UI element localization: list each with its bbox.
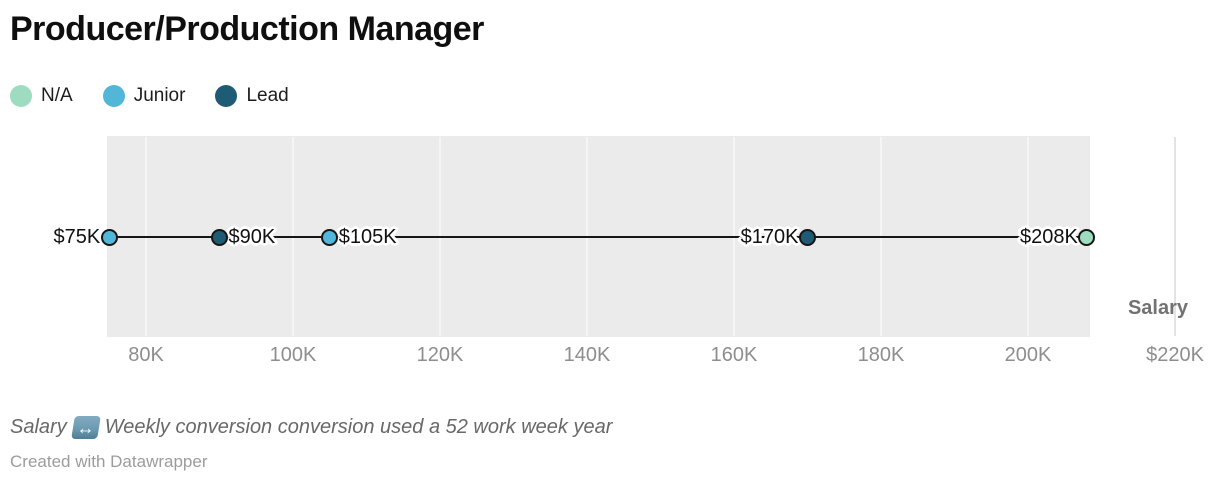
x-axis-title: Salary: [1127, 297, 1188, 319]
legend-item-lead: Lead: [215, 85, 289, 107]
range-connector-line: [109, 236, 1087, 238]
legend: N/A Junior Lead: [10, 85, 289, 107]
footer-note-suffix: Weekly conversion conversion used a 52 w…: [104, 416, 613, 438]
x-tick-label: $220K: [1146, 344, 1204, 366]
legend-label: Lead: [246, 85, 289, 106]
x-tick-label: 120K: [416, 344, 464, 366]
data-point-dot-junior: [100, 228, 118, 246]
x-tick-label: 100K: [269, 344, 317, 366]
data-point-label: $75K: [53, 226, 101, 248]
legend-item-n-a: N/A: [10, 85, 73, 107]
legend-swatch-icon: [10, 85, 32, 107]
legend-swatch-icon: [102, 85, 125, 107]
x-tick-label: 80K: [128, 344, 164, 366]
x-tick-label: 180K: [857, 344, 905, 366]
x-axis: 80K 100K 120K 140K 160K 180K 200K $220K: [0, 344, 1220, 370]
legend-swatch-icon: [215, 85, 238, 107]
data-point-dot-junior: [321, 228, 339, 246]
data-point-dot-lead: [799, 228, 816, 246]
datawrapper-credit[interactable]: Created with Datawrapper: [10, 452, 208, 471]
data-point-label: $208K: [1019, 226, 1078, 248]
gridline: [1174, 137, 1176, 336]
data-point-label: $90K: [228, 226, 276, 248]
data-point-label: $170K: [740, 226, 799, 248]
data-point-label: $105K: [338, 226, 397, 248]
footer-note: Salary ↔ Weekly conversion conversion us…: [10, 416, 612, 439]
legend-label: Junior: [133, 85, 186, 106]
x-tick-label: 160K: [710, 344, 758, 366]
x-tick-label: 140K: [563, 344, 611, 366]
plot-area: $75K $90K $105K $170K $208K: [0, 136, 1220, 337]
data-point-dot-lead: [211, 228, 228, 246]
data-point-dot-n-a: [1078, 228, 1096, 246]
footer-note-prefix: Salary: [10, 416, 67, 438]
chart-title: Producer/Production Manager: [10, 10, 484, 48]
left-right-arrow-emoji: ↔: [70, 416, 101, 439]
x-tick-label: 200K: [1004, 344, 1052, 366]
legend-item-junior: Junior: [102, 85, 186, 107]
legend-label: N/A: [41, 85, 73, 106]
